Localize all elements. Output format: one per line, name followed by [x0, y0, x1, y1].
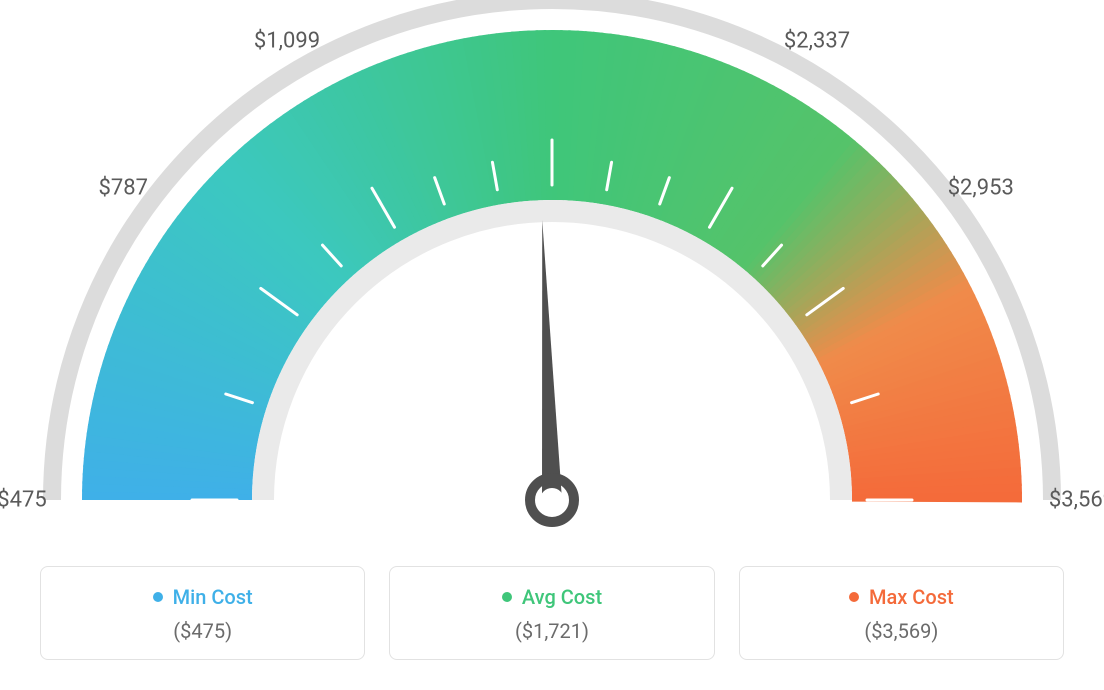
legend-title-min: Min Cost [153, 585, 253, 609]
legend-dot-avg [502, 592, 512, 602]
gauge-tick-label: $2,953 [948, 176, 1014, 201]
legend-value-avg: ($1,721) [402, 619, 701, 643]
legend-card-avg: Avg Cost ($1,721) [389, 566, 714, 660]
legend-value-min: ($475) [53, 619, 352, 643]
gauge-tick-label: $1,099 [254, 29, 320, 54]
gauge-tick-label: $3,569 [1049, 488, 1104, 513]
gauge-tick-label: $2,337 [784, 29, 850, 54]
legend-card-max: Max Cost ($3,569) [739, 566, 1064, 660]
legend-dot-min [153, 592, 163, 602]
legend-value-max: ($3,569) [752, 619, 1051, 643]
legend-row: Min Cost ($475) Avg Cost ($1,721) Max Co… [40, 566, 1064, 660]
gauge-needle [542, 220, 562, 500]
legend-label-avg: Avg Cost [522, 585, 602, 609]
legend-title-max: Max Cost [849, 585, 954, 609]
legend-dot-max [849, 592, 859, 602]
legend-label-min: Min Cost [173, 585, 253, 609]
gauge-tick-label: $787 [98, 176, 147, 201]
gauge-container: $475$787$1,099$1,721$2,337$2,953$3,569 [0, 0, 1104, 540]
legend-card-min: Min Cost ($475) [40, 566, 365, 660]
gauge-tick-label: $475 [0, 488, 47, 513]
gauge-svg [0, 0, 1104, 560]
legend-label-max: Max Cost [869, 585, 954, 609]
legend-title-avg: Avg Cost [502, 585, 602, 609]
gauge-needle-hub-inner [540, 488, 564, 512]
